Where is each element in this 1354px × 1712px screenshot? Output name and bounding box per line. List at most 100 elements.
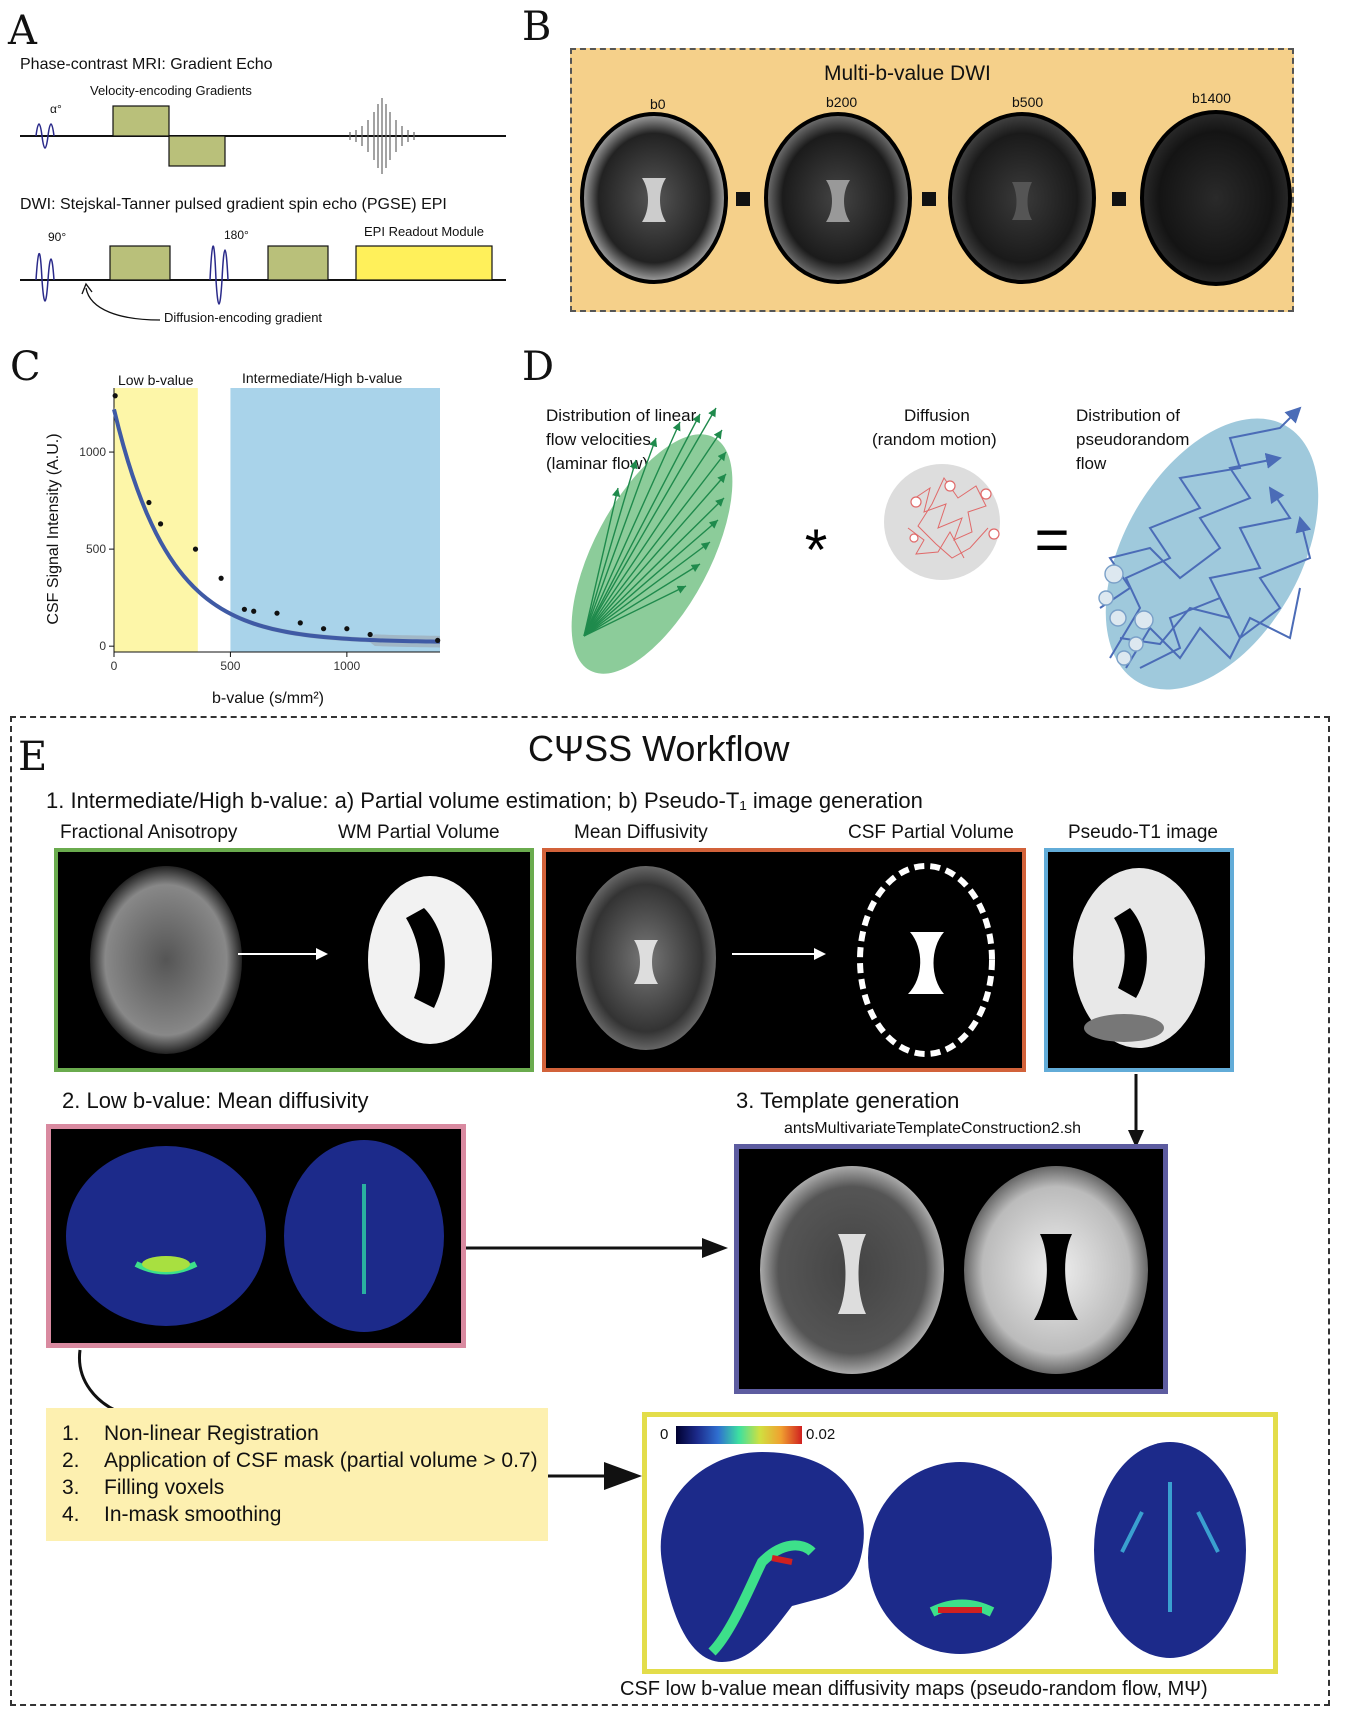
list-item-number: 4. (62, 1503, 80, 1526)
chart-xtick-label: 500 (220, 659, 240, 673)
colorbar (676, 1426, 802, 1444)
coronal-md-map (66, 1146, 266, 1326)
chart-region-0 (114, 388, 198, 652)
dwi-box-title: Multi-b-value DWI (824, 62, 991, 85)
diffusion-label-2: (random motion) (872, 430, 997, 449)
velocity-gradient-positive (112, 105, 170, 137)
colorbar-max: 0.02 (806, 1426, 836, 1443)
arrow-icon (732, 948, 826, 960)
deg90-label: 90° (48, 230, 67, 244)
b0-brain-image (580, 112, 728, 284)
chart-region-1 (230, 388, 440, 652)
rf-alpha-pulse-icon (35, 123, 55, 149)
axial-md-template-map (1094, 1442, 1246, 1658)
csf-md-maps (660, 1442, 1246, 1662)
pseudorandom-particles (1098, 564, 1154, 666)
pseudorandom-label-2: pseudorandom (1076, 430, 1190, 449)
region-label-low: Low b-value (118, 372, 194, 388)
low-b-md-images (66, 1140, 444, 1332)
wm-pv-label: WM Partial Volume (338, 822, 500, 843)
chart-point (251, 608, 257, 614)
separator-dot (922, 192, 936, 206)
equals-sign: = (1034, 506, 1069, 573)
convolution-star: * (805, 518, 828, 583)
diffusion-encoding-label: Diffusion-encoding gradient (164, 310, 323, 325)
csf-pv-label: CSF Partial Volume (848, 822, 1014, 843)
dwi-pgse-title: DWI: Stejskal-Tanner pulsed gradient spi… (20, 196, 447, 213)
coronal-md-template-map (868, 1462, 1052, 1654)
dwi-brain-images (580, 110, 1292, 286)
b0-label: b0 (650, 96, 666, 112)
workflow-dashed-border (10, 716, 1330, 1706)
diffusion-circle (884, 464, 1000, 580)
fa-wm-images (90, 866, 492, 1054)
step1-label: 1. Intermediate/High b-value: a) Partial… (46, 788, 923, 813)
chart-point (146, 499, 152, 506)
chart-point (241, 606, 247, 612)
sagittal-md-map (660, 1452, 864, 1662)
workflow-title: CΨSS Workflow (528, 728, 790, 769)
arrow-icon (238, 948, 328, 960)
panel-label-a: A (8, 8, 37, 54)
separator-dot (736, 192, 750, 206)
chart-ytick-label: 1000 (79, 445, 106, 459)
random-walk-path (907, 477, 989, 559)
pc-mri-sequence-diagram (20, 98, 506, 174)
laminar-flow-vectors (583, 407, 727, 637)
arrow-down-to-template (1128, 1074, 1144, 1148)
chart-point (435, 637, 441, 643)
template-cmd-label: antsMultivariateTemplateConstruction2.sh (784, 1120, 1082, 1137)
csf-signal-chart: 0 500 1000 0 500 1000 (79, 388, 441, 673)
b500-label: b500 (1012, 94, 1044, 110)
md-csf-images (576, 863, 995, 1057)
chart-point (157, 521, 164, 527)
rf-90-pulse-icon (35, 252, 55, 302)
gradient-echo-signal-icon (349, 98, 415, 174)
epi-readout-label: EPI Readout Module (364, 224, 484, 239)
flow-diagram: * = (571, 406, 1319, 690)
chart-xtick-label: 0 (111, 659, 118, 673)
diffusion-gradient-1 (109, 245, 171, 281)
pseudo-t1-image (1073, 868, 1205, 1048)
dwi-sequence-diagram (20, 245, 506, 321)
arrow-to-template (466, 1238, 728, 1258)
laminar-label-1: Distribution of linear (546, 406, 697, 425)
chart-fit-line (112, 408, 441, 644)
list-item-text: Filling voxels (104, 1476, 225, 1499)
chart-ylabel: CSF Signal Intensity (A.U.) (45, 433, 62, 625)
separator-dot (1112, 192, 1126, 206)
list-item-text: Non-linear Registration (104, 1422, 319, 1445)
b200-label: b200 (826, 94, 858, 110)
chart-ytick-label: 500 (86, 542, 106, 556)
b1400-label: b1400 (1192, 90, 1231, 106)
md-label: Mean Diffusivity (574, 822, 708, 843)
b200-brain-image (764, 112, 912, 284)
step3-label: 3. Template generation (736, 1088, 960, 1113)
chart-point (218, 575, 224, 581)
final-maps-caption: CSF low b-value mean diffusivity maps (p… (620, 1678, 1208, 1700)
deg180-label: 180° (224, 228, 249, 242)
b500-brain-image (948, 112, 1096, 284)
panel-label-c: C (10, 344, 41, 390)
fa-brain-image (90, 866, 242, 1054)
b1400-brain-image (1140, 110, 1292, 286)
chart-point (320, 626, 327, 632)
list-item-number: 3. (62, 1476, 80, 1499)
arrow-to-maps (548, 1462, 642, 1490)
chart-point (192, 546, 199, 552)
step2-label: 2. Low b-value: Mean diffusivity (62, 1088, 369, 1113)
list-item-number: 2. (62, 1449, 80, 1472)
panel-label-d: D (522, 344, 555, 390)
laminar-flow-ellipse (571, 434, 733, 674)
list-item-text: In-mask smoothing (104, 1503, 282, 1526)
laminar-label-3: (laminar flow) (546, 454, 649, 473)
diffusion-gradient-2 (267, 245, 329, 281)
processing-steps-box: 1. Non-linear Registration 2. Application … (46, 1408, 548, 1541)
list-item: 2. Application of CSF mask (partial volum… (62, 1449, 538, 1473)
list-item-text: Application of CSF mask (partial volume … (104, 1449, 538, 1472)
fa-label: Fractional Anisotropy (60, 822, 238, 843)
chart-point (112, 393, 118, 399)
pc-mri-title: Phase-contrast MRI: Gradient Echo (20, 56, 273, 73)
diffusion-encoding-arrow (85, 287, 161, 321)
epi-readout-module (355, 245, 493, 281)
